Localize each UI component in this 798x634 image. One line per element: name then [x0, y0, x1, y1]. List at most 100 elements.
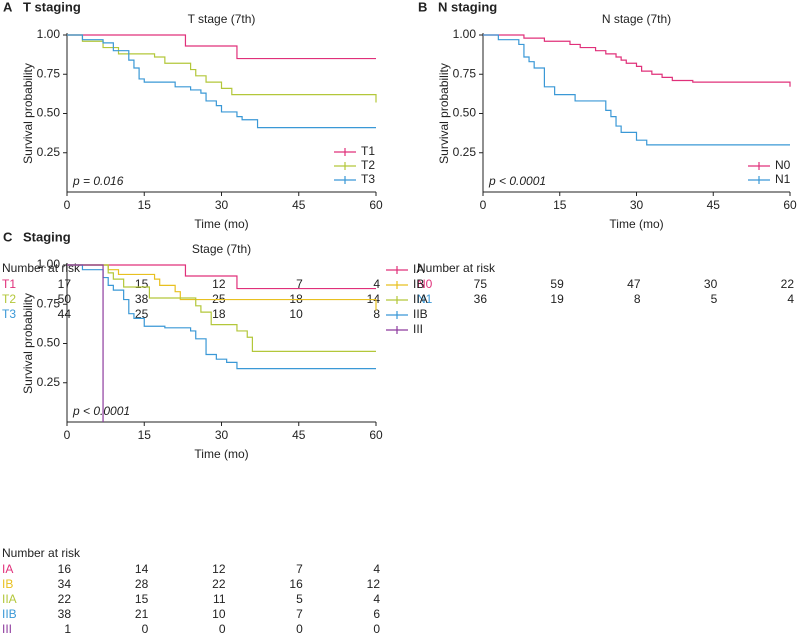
panel-label: A: [3, 0, 13, 14]
y-tick-label: 0.50: [37, 336, 61, 350]
risk-count: 25: [135, 307, 149, 321]
risk-row-label: T3: [2, 307, 16, 321]
risk-row-label: IB: [2, 577, 13, 591]
panel-label: B: [418, 0, 427, 14]
legend-label: IA: [413, 262, 424, 276]
x-tick-label: 15: [553, 198, 567, 212]
risk-count: 75: [474, 277, 488, 291]
x-tick-label: 15: [138, 198, 152, 212]
risk-count: 38: [135, 292, 149, 306]
risk-count: 50: [58, 292, 72, 306]
risk-row-label: N0: [417, 277, 433, 291]
risk-count: 38: [58, 607, 72, 621]
risk-count: 34: [58, 577, 72, 591]
x-tick-label: 30: [215, 198, 229, 212]
y-tick-label: 0.75: [37, 66, 61, 80]
survival-curve: [67, 264, 376, 352]
risk-count: 12: [367, 577, 381, 591]
x-tick-label: 45: [292, 428, 306, 442]
risk-count: 4: [787, 292, 794, 306]
x-axis-label: Time (mo): [194, 217, 248, 231]
risk-count: 28: [135, 577, 149, 591]
risk-count: 14: [135, 562, 149, 576]
legend-label: IB: [413, 277, 424, 291]
risk-count: 0: [373, 622, 380, 634]
panel-heading: N staging: [438, 0, 497, 14]
p-value: p = 0.016: [72, 174, 124, 188]
survival-curve: [67, 264, 104, 422]
risk-table-title: Number at risk: [417, 261, 496, 275]
risk-table-title: Number at risk: [2, 261, 81, 275]
survival-curve: [483, 34, 790, 146]
risk-count: 1: [64, 622, 71, 634]
legend-label: IIA: [413, 292, 428, 306]
survival-curve: [67, 264, 377, 311]
y-axis-label: Survival probability: [21, 293, 35, 394]
survival-curve: [67, 264, 376, 290]
y-tick-label: 1.00: [37, 27, 61, 41]
chart-title: T stage (7th): [188, 12, 256, 26]
risk-count: 10: [212, 607, 226, 621]
risk-row-label: T1: [2, 277, 16, 291]
risk-table-title: Number at risk: [2, 546, 81, 560]
risk-count: 10: [289, 307, 303, 321]
risk-count: 0: [219, 622, 226, 634]
p-value: p < 0.0001: [72, 404, 130, 418]
x-tick-label: 30: [215, 428, 229, 442]
x-tick-label: 30: [630, 198, 644, 212]
chart-title: N stage (7th): [602, 12, 671, 26]
risk-count: 0: [296, 622, 303, 634]
y-tick-label: 1.00: [37, 257, 61, 271]
y-axis-label: Survival probability: [21, 63, 35, 164]
y-tick-label: 0.50: [37, 106, 61, 120]
survival-curve: [67, 34, 377, 103]
risk-count: 30: [704, 277, 718, 291]
y-tick-label: 0.50: [453, 106, 477, 120]
risk-count: 5: [296, 592, 303, 606]
x-tick-label: 15: [138, 428, 152, 442]
risk-count: 15: [135, 592, 149, 606]
risk-count: 7: [296, 607, 303, 621]
y-tick-label: 0.25: [453, 145, 477, 159]
risk-row-label: IIB: [2, 607, 17, 621]
x-tick-label: 0: [64, 428, 71, 442]
risk-count: 0: [142, 622, 149, 634]
risk-count: 44: [58, 307, 72, 321]
p-value: p < 0.0001: [488, 174, 546, 188]
legend-label: T3: [361, 172, 375, 186]
y-tick-label: 0.75: [453, 66, 477, 80]
risk-count: 8: [634, 292, 641, 306]
legend-label: N1: [775, 172, 791, 186]
risk-count: 21: [135, 607, 149, 621]
survival-curve: [67, 34, 376, 60]
x-tick-label: 45: [292, 198, 306, 212]
risk-count: 12: [212, 562, 226, 576]
y-tick-label: 0.75: [37, 296, 61, 310]
risk-count: 47: [627, 277, 641, 291]
risk-count: 8: [373, 307, 380, 321]
risk-count: 7: [296, 277, 303, 291]
x-axis-label: Time (mo): [609, 217, 663, 231]
y-tick-label: 0.25: [37, 145, 61, 159]
risk-count: 22: [781, 277, 795, 291]
risk-count: 16: [58, 562, 72, 576]
y-tick-label: 1.00: [453, 27, 477, 41]
y-tick-label: 0.25: [37, 375, 61, 389]
risk-count: 22: [58, 592, 72, 606]
risk-count: 12: [212, 277, 226, 291]
y-axis-label: Survival probability: [437, 63, 451, 164]
risk-count: 17: [58, 277, 72, 291]
risk-count: 6: [373, 607, 380, 621]
panel-heading: Staging: [23, 229, 71, 244]
survival-curve: [67, 34, 376, 129]
risk-count: 22: [212, 577, 226, 591]
risk-count: 4: [373, 277, 380, 291]
risk-count: 59: [550, 277, 564, 291]
risk-count: 16: [289, 577, 303, 591]
risk-count: 4: [373, 562, 380, 576]
risk-count: 15: [135, 277, 149, 291]
legend-label: III: [413, 322, 423, 336]
risk-row-label: IIA: [2, 592, 17, 606]
x-tick-label: 60: [369, 428, 383, 442]
